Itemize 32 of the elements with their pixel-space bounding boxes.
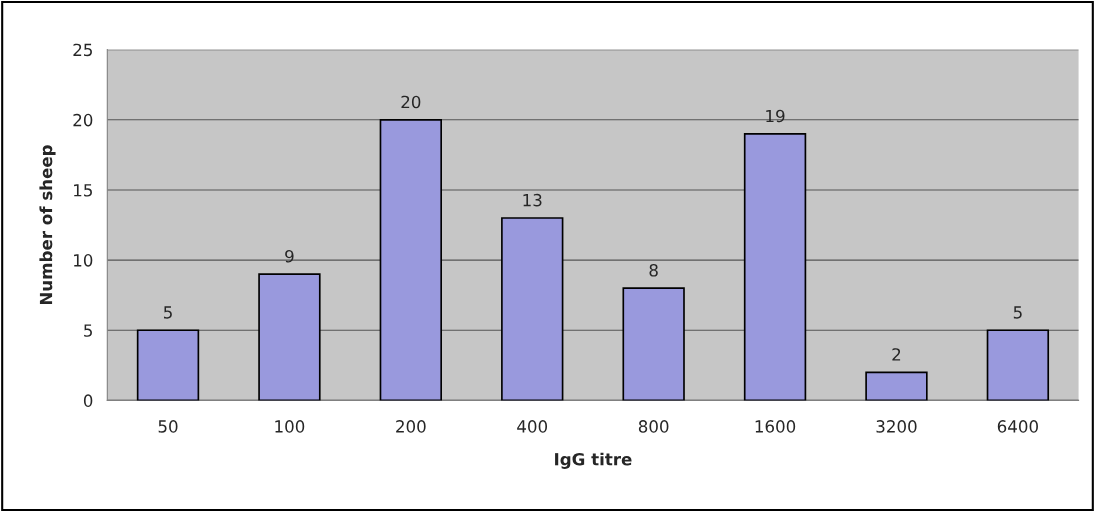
bar [258, 273, 321, 401]
y-tick-label: 25 [73, 43, 92, 57]
data-label: 19 [766, 109, 785, 123]
y-tick-label: 15 [74, 184, 92, 197]
x-tick-label: 1600 [755, 420, 796, 433]
x-tick-label: 6400 [997, 420, 1038, 433]
x-tick-label: 800 [638, 420, 669, 433]
data-label: 8 [649, 263, 658, 277]
data-label: 5 [164, 306, 172, 319]
bar [743, 133, 807, 401]
y-tick-label: 5 [84, 324, 92, 337]
x-tick-label: 100 [275, 420, 305, 433]
bar [501, 217, 564, 401]
bar [865, 371, 928, 401]
x-tick-label: 3200 [876, 420, 917, 433]
y-tick-label: 0 [83, 394, 93, 407]
data-label: 13 [523, 193, 542, 207]
data-label: 9 [285, 249, 294, 263]
bar [986, 329, 1050, 401]
bar [136, 329, 200, 401]
bar [379, 118, 443, 401]
y-tick-label: 10 [74, 254, 93, 267]
data-label: 20 [401, 95, 421, 109]
y-tick-label: 20 [73, 113, 93, 127]
x-tick-label: 50 [158, 420, 178, 433]
x-tick-label: 400 [517, 420, 548, 433]
bar [622, 287, 685, 401]
x-tick-label: 200 [396, 420, 426, 433]
data-label: 2 [892, 348, 901, 361]
x-axis-title: IgG titre [555, 452, 632, 469]
y-axis-title: Number of sheep [39, 145, 56, 305]
data-label: 5 [1013, 306, 1022, 319]
